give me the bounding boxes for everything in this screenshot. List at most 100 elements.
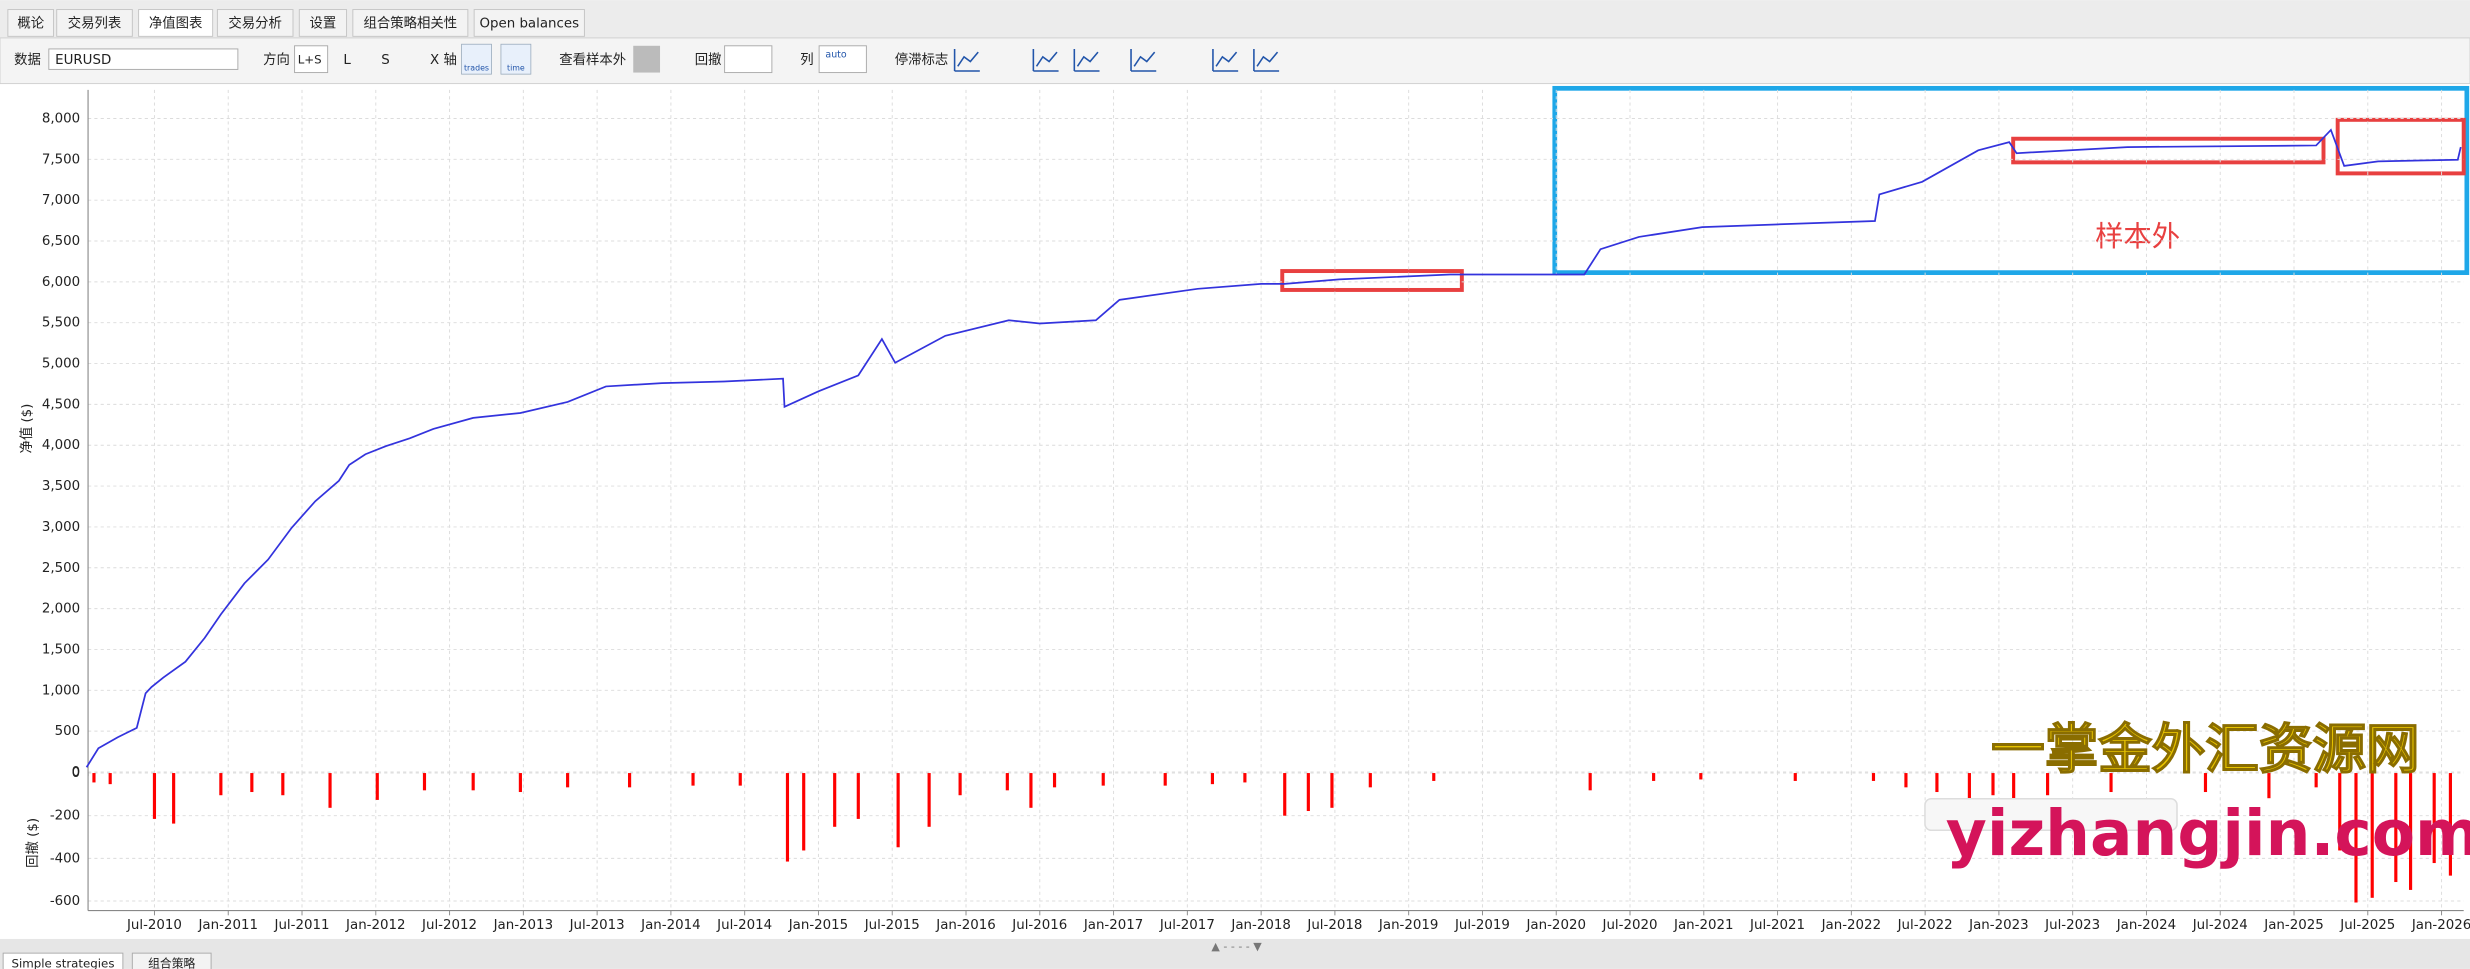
- x-tick-label: Jul-2019: [1454, 918, 1510, 933]
- drawdown-bar: [2012, 773, 2016, 808]
- splitter-handle[interactable]: ▲ - - - - ▼: [1211, 940, 1262, 953]
- x-tick-label: Jan-2019: [1378, 918, 1438, 933]
- y-tick-label: 2,500: [42, 561, 80, 576]
- xaxis-option[interactable]: time: [507, 63, 525, 72]
- drawdown-bar: [1991, 773, 1995, 796]
- chart-icon[interactable]: [953, 48, 980, 72]
- x-tick-label: Jan-2011: [197, 918, 257, 933]
- tab[interactable]: [138, 9, 214, 37]
- drawdown-bar: [927, 773, 931, 827]
- toolbar-label: 查看样本外: [559, 52, 626, 68]
- tab-label[interactable]: 净值图表: [149, 16, 203, 32]
- tab[interactable]: [352, 9, 469, 37]
- chart-icon[interactable]: [1032, 48, 1059, 72]
- drawdown-bar: [2394, 773, 2398, 883]
- drawdown-button[interactable]: [724, 45, 773, 74]
- drawdown-bar: [2409, 773, 2413, 890]
- bottom-bar: [0, 938, 2470, 969]
- toolbar-label: 列: [800, 52, 813, 68]
- drawdown-bar: [172, 773, 176, 824]
- x-tick-label: Jul-2021: [1749, 918, 1805, 933]
- drawdown-bar: [856, 773, 860, 819]
- drawdown-bar: [92, 773, 96, 783]
- y-tick-label: -400: [50, 851, 80, 866]
- tab[interactable]: [298, 9, 348, 37]
- y-tick-label: 2,000: [42, 602, 80, 617]
- tab-label[interactable]: 设置: [310, 16, 337, 32]
- drawdown-bar: [2046, 773, 2050, 796]
- columns-button[interactable]: [818, 45, 867, 74]
- direction-button[interactable]: [294, 45, 329, 74]
- x-tick-label: Jan-2013: [493, 918, 553, 933]
- drawdown-bar: [281, 773, 285, 796]
- y-tick-label: 3,000: [42, 520, 80, 535]
- drawdown-bar: [1163, 773, 1167, 786]
- y-axis-label: 回撤 ($): [25, 818, 41, 868]
- y-tick-label: 1,000: [42, 683, 80, 698]
- bottom-tab-label[interactable]: Simple strategies: [12, 957, 115, 969]
- tab-label[interactable]: 交易列表: [68, 15, 122, 32]
- drawdown-bar: [1368, 773, 1372, 788]
- drawdown-bar: [1005, 773, 1009, 791]
- drawdown-bar: [152, 773, 157, 819]
- xaxis-option[interactable]: trades: [464, 63, 489, 72]
- drawdown-bar: [1588, 773, 1592, 791]
- drawdown-bar: [518, 773, 522, 793]
- y-tick-label: 3,500: [42, 479, 80, 494]
- columns-value[interactable]: auto: [825, 50, 846, 61]
- bottom-tab[interactable]: [131, 952, 212, 969]
- tab-label[interactable]: 组合策略相关性: [364, 15, 458, 32]
- drawdown-bar: [2314, 773, 2318, 788]
- tab[interactable]: [473, 9, 585, 37]
- x-tick-label: Jan-2023: [1968, 918, 2028, 933]
- chart-icon[interactable]: [1212, 48, 1239, 72]
- drawdown-bar: [958, 773, 962, 796]
- chart-icon[interactable]: [1253, 48, 1280, 72]
- y-axis-label: 净值 ($): [19, 404, 35, 454]
- xaxis-button[interactable]: [461, 43, 492, 75]
- chart-icon[interactable]: [1073, 48, 1100, 72]
- y-tick-label: -600: [50, 894, 80, 909]
- symbol-dropdown[interactable]: [48, 48, 239, 70]
- drawdown-bar: [1652, 773, 1656, 781]
- toolbar-label: X 轴: [430, 52, 457, 68]
- x-tick-label: Jan-2021: [1673, 918, 1733, 933]
- y-tick-label: -200: [50, 809, 80, 824]
- equity-line: [85, 128, 2462, 768]
- y-tick-label: 4,000: [42, 438, 80, 453]
- y-tick-label: 5,500: [42, 316, 80, 331]
- toolbar-label: 方向: [263, 52, 290, 68]
- toolbar: [0, 37, 2470, 85]
- tab[interactable]: [56, 9, 133, 37]
- y-tick-label: 4,500: [42, 397, 80, 412]
- watermark-title: 一掌金外汇资源网: [1991, 718, 2419, 781]
- drawdown-bar: [219, 773, 223, 796]
- x-tick-label: Jul-2022: [1897, 918, 1953, 933]
- xaxis-button[interactable]: [500, 43, 532, 75]
- tab-label[interactable]: 概论: [17, 16, 44, 32]
- x-tick-label: Jul-2013: [569, 918, 625, 933]
- direction-option[interactable]: L+S: [298, 52, 322, 66]
- y-tick-label: 7,500: [42, 152, 80, 167]
- y-tick-label: 500: [55, 724, 81, 739]
- x-tick-label: Jan-2012: [345, 918, 405, 933]
- x-tick-label: Jan-2024: [2116, 918, 2176, 933]
- y-tick-label: 6,000: [42, 275, 80, 290]
- drawdown-bar: [2203, 773, 2208, 793]
- bottom-tab[interactable]: [2, 952, 124, 969]
- x-tick-label: Jul-2018: [1306, 918, 1362, 933]
- drawdown-bar: [833, 773, 837, 827]
- chart-icon[interactable]: [1130, 48, 1157, 72]
- tab-label[interactable]: Open balances: [479, 17, 579, 32]
- drawdown-bar: [2370, 773, 2374, 898]
- tab[interactable]: [216, 9, 294, 37]
- tab-label[interactable]: 交易分析: [228, 15, 282, 32]
- oos-annotation: 样本外: [2095, 220, 2180, 253]
- oos-toggle[interactable]: [633, 45, 661, 73]
- bottom-tab-label[interactable]: 组合策略: [148, 957, 195, 969]
- drawdown-bar: [738, 773, 742, 786]
- x-tick-label: Jan-2018: [1230, 918, 1290, 933]
- symbol-value[interactable]: EURUSD: [55, 53, 111, 68]
- tab[interactable]: [7, 9, 55, 37]
